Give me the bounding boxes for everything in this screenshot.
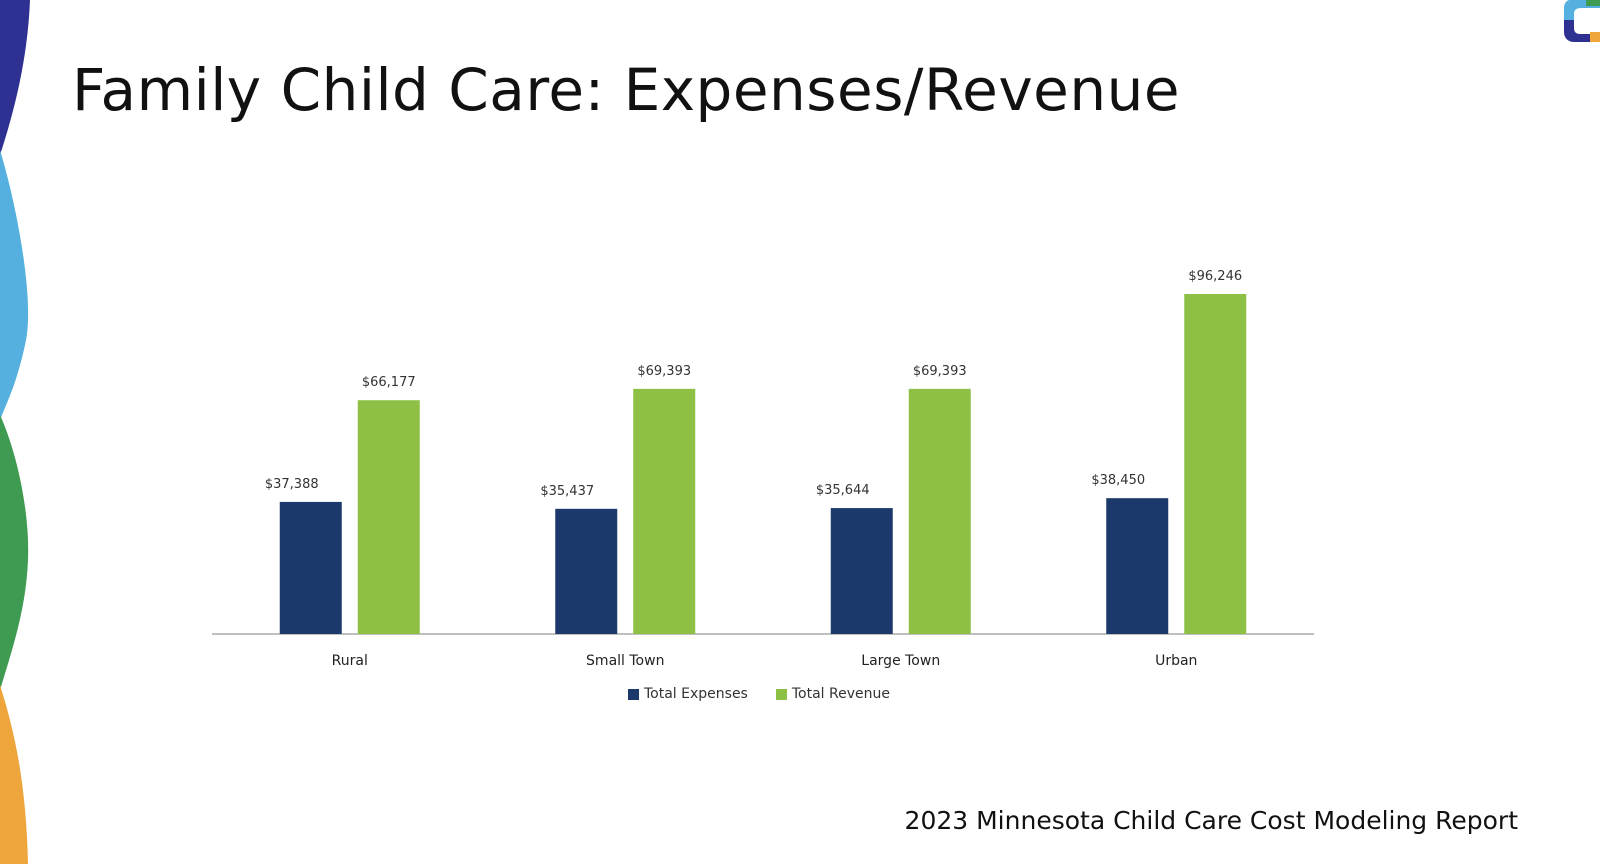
wave-segment-navy <box>0 0 30 155</box>
decorative-side-wave <box>0 0 30 864</box>
legend-swatch-expenses <box>628 688 639 700</box>
data-label-revenue-urban: $96,246 <box>1188 269 1242 284</box>
bars-group <box>279 294 1247 634</box>
category-label-urban: Urban <box>1155 653 1197 669</box>
logo-piece-navy <box>1564 20 1590 42</box>
category-label-rural: Rural <box>332 653 368 669</box>
legend-label-revenue: Total Revenue <box>791 686 890 702</box>
data-label-expenses-small-town: $35,437 <box>540 484 594 499</box>
corner-logo-icon <box>1564 0 1600 42</box>
legend-item-expenses: Total Expenses <box>628 686 748 702</box>
data-label-expenses-large-town: $35,644 <box>816 483 870 498</box>
category-labels-group: Rural Small Town Large Town Urban <box>332 653 1198 669</box>
data-label-revenue-small-town: $69,393 <box>637 364 691 379</box>
logo-piece-orange <box>1590 32 1600 42</box>
wave-segment-orange <box>0 685 28 864</box>
legend-label-expenses: Total Expenses <box>644 686 748 702</box>
logo-piece-green <box>1586 0 1600 6</box>
bar-expenses-rural <box>279 501 342 634</box>
bar-revenue-large-town <box>908 388 971 634</box>
bar-expenses-large-town <box>830 508 893 634</box>
slide-title: Family Child Care: Expenses/Revenue <box>72 56 1181 124</box>
bar-revenue-small-town <box>633 388 696 634</box>
bar-expenses-urban <box>1106 498 1169 634</box>
chart-legend: Total Expenses Total Revenue <box>628 686 890 702</box>
wave-segment-lightblue <box>0 150 29 420</box>
report-source-footer: 2023 Minnesota Child Care Cost Modeling … <box>904 806 1518 835</box>
bar-revenue-rural <box>357 400 420 634</box>
category-label-large-town: Large Town <box>861 653 940 669</box>
legend-item-revenue: Total Revenue <box>775 686 890 702</box>
category-label-small-town: Small Town <box>586 653 664 669</box>
data-label-revenue-large-town: $69,393 <box>913 364 967 379</box>
data-label-expenses-urban: $38,450 <box>1091 473 1145 488</box>
wave-segment-green <box>0 415 29 690</box>
legend-swatch-revenue <box>775 688 787 700</box>
bar-labels-group: $37,388 $66,177 $35,437 $69,393 $35,644 $69,3… <box>265 269 1242 499</box>
data-label-expenses-rural: $37,388 <box>265 477 319 492</box>
bar-expenses-small-town <box>555 508 618 634</box>
bar-revenue-urban <box>1184 294 1247 634</box>
data-label-revenue-rural: $66,177 <box>362 375 416 390</box>
